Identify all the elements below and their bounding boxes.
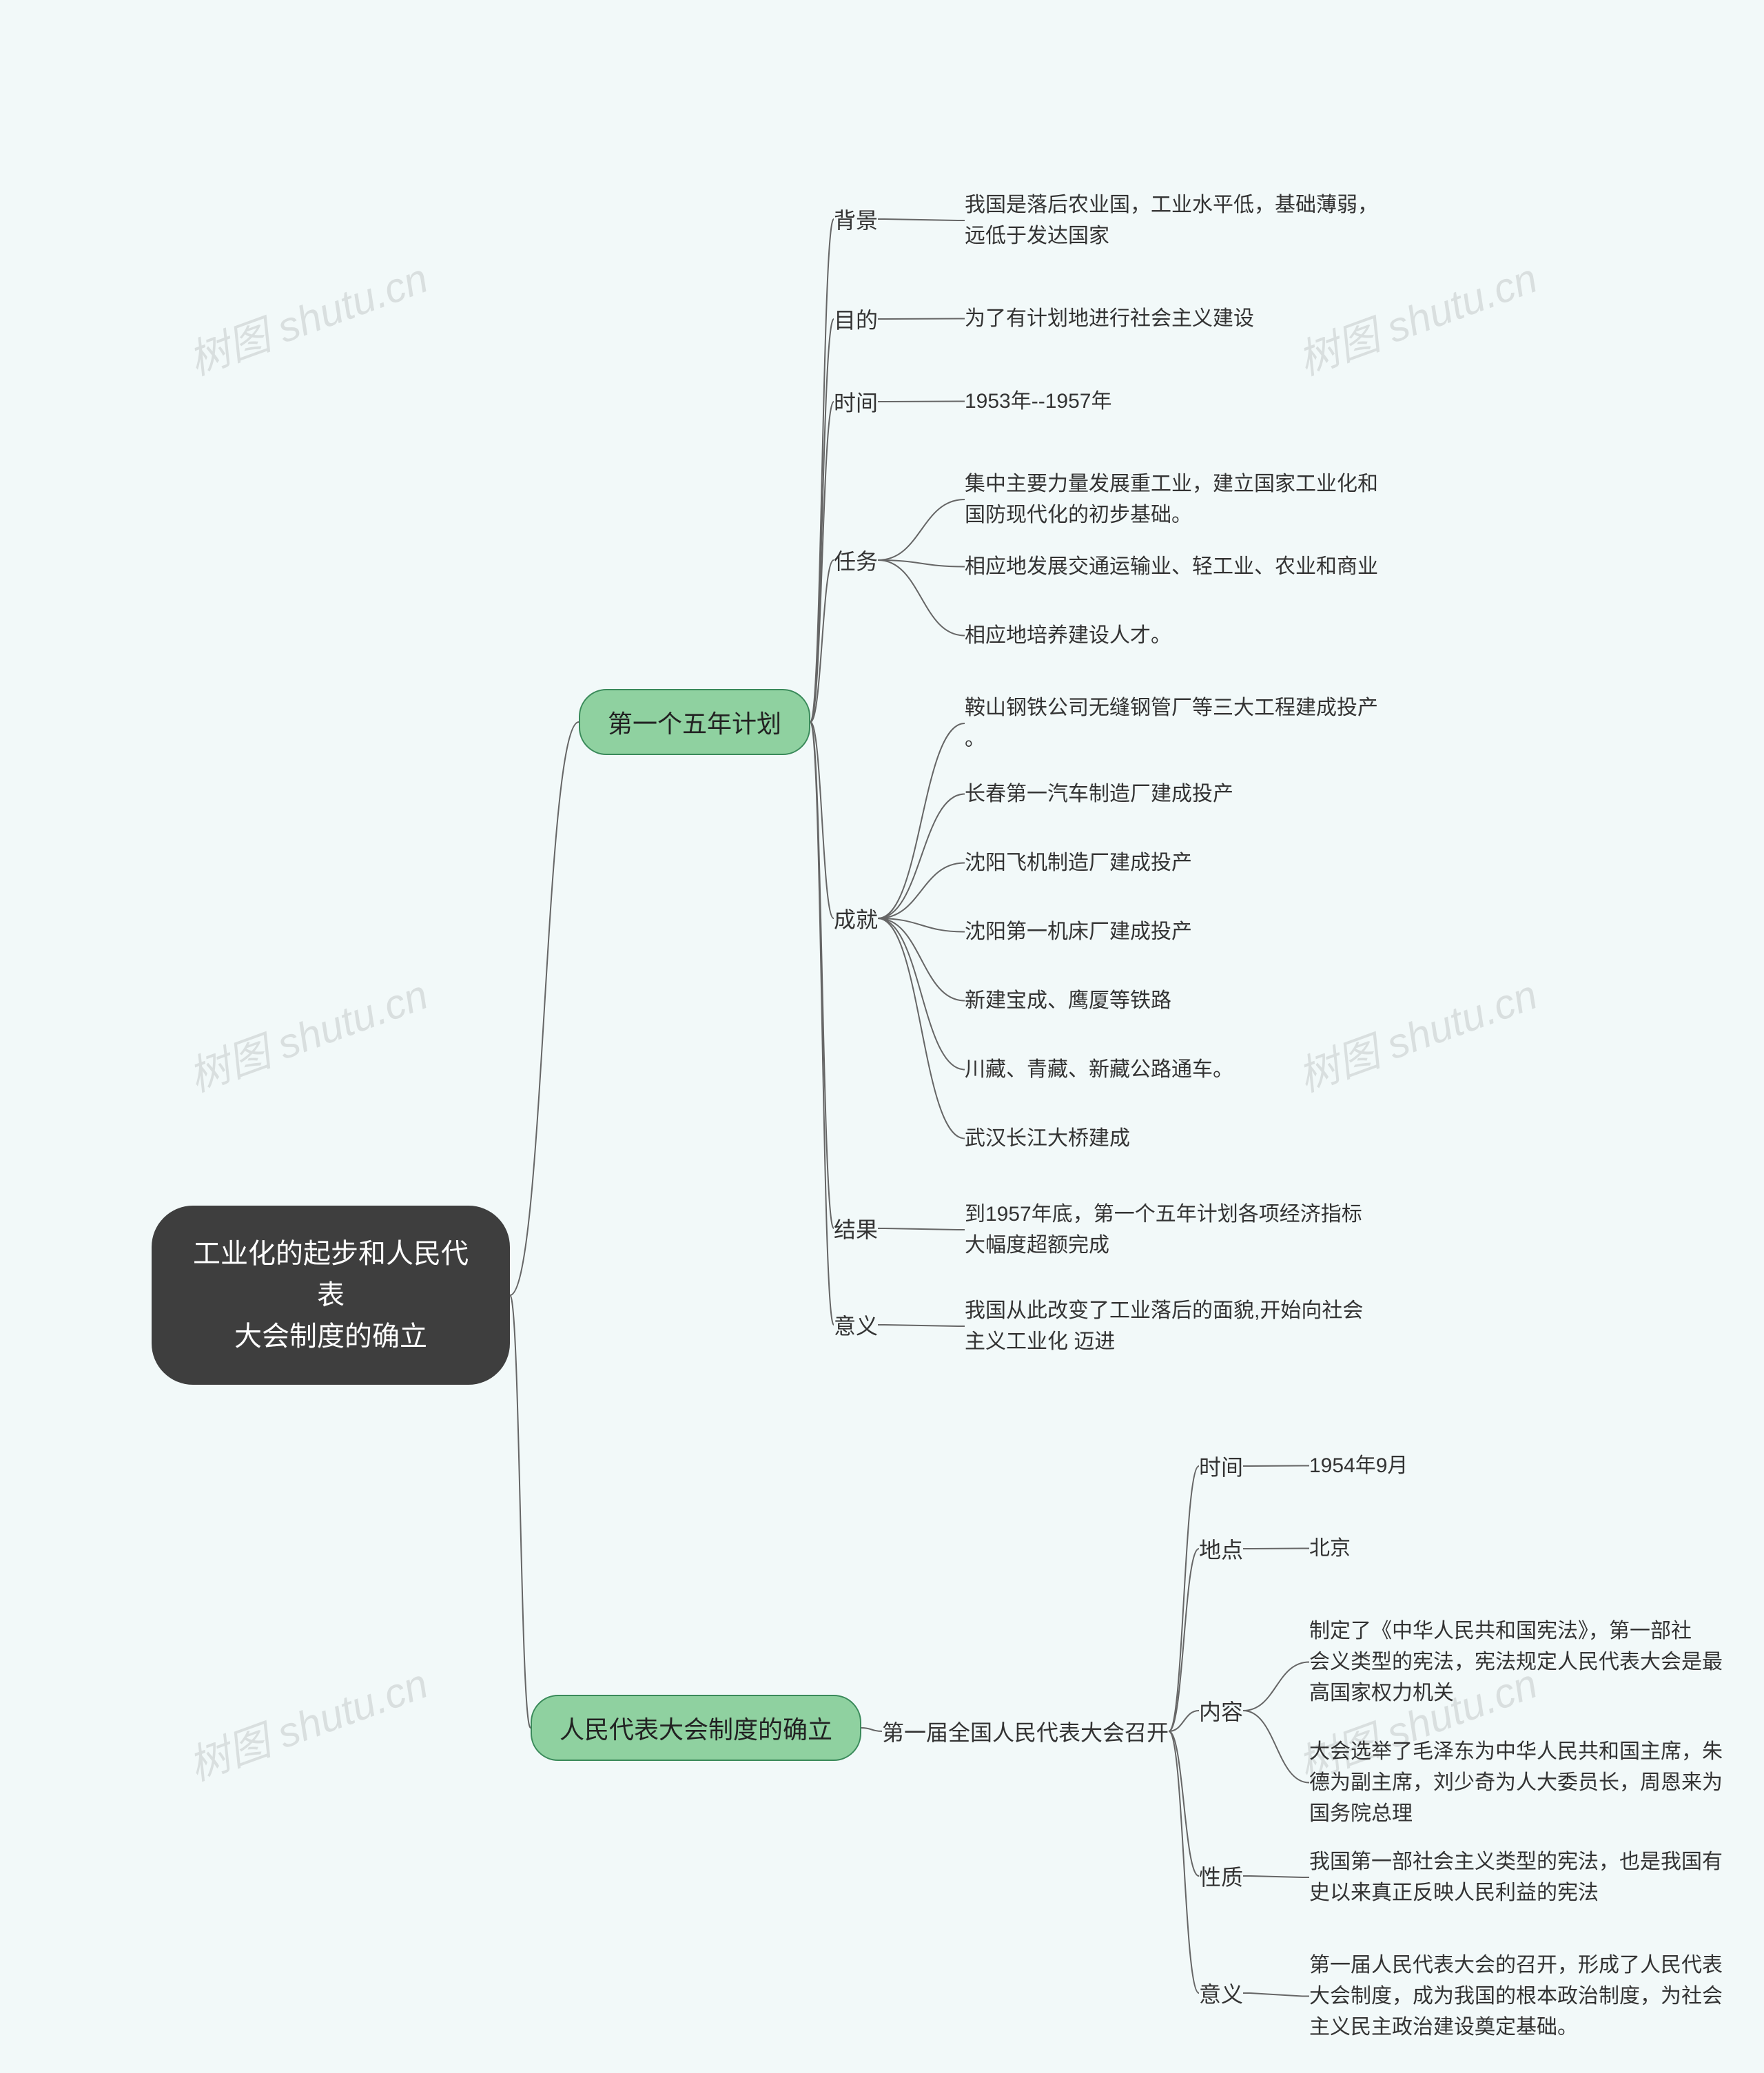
key-node[interactable]: 任务	[834, 544, 878, 576]
leaf-node-label: 1953年--1957年	[965, 390, 1111, 413]
leaf-node-label: 新建宝成、鹰厦等铁路	[965, 989, 1171, 1012]
watermark: 树图 shutu.cn	[1289, 245, 1544, 387]
key-node-label: 目的	[834, 308, 878, 333]
key-node[interactable]: 意义	[834, 1309, 878, 1341]
leaf-node[interactable]: 为了有计划地进行社会主义建设	[965, 303, 1254, 334]
leaf-node-label: 制定了《中华人民共和国宪法》，第一部社会义类型的宪法，宪法规定人民代表大会是最高…	[1309, 1620, 1723, 1704]
leaf-node[interactable]: 集中主要力量发展重工业，建立国家工业化和国防现代化的初步基础。	[965, 468, 1378, 530]
watermark: 树图 shutu.cn	[179, 962, 435, 1104]
leaf-node[interactable]: 我国是落后农业国，工业水平低，基础薄弱，远低于发达国家	[965, 189, 1378, 251]
leaf-node[interactable]: 鞍山钢铁公司无缝钢管厂等三大工程建成投产。	[965, 692, 1378, 754]
leaf-node-label: 我国是落后农业国，工业水平低，基础薄弱，远低于发达国家	[965, 194, 1378, 247]
leaf-node[interactable]: 武汉长江大桥建成	[965, 1123, 1130, 1154]
key-node[interactable]: 时间	[834, 386, 878, 417]
branch-b2[interactable]: 人民代表大会制度的确立	[531, 1695, 861, 1761]
leaf-node-label: 鞍山钢铁公司无缝钢管厂等三大工程建成投产。	[965, 697, 1378, 750]
key-node[interactable]: 成就	[834, 903, 878, 934]
key-node-label: 第一届全国人民代表大会召开	[882, 1720, 1169, 1745]
key-node-label: 任务	[834, 549, 878, 574]
watermark: 树图 shutu.cn	[179, 1651, 435, 1793]
key-node[interactable]: 性质	[1199, 1860, 1243, 1892]
leaf-node[interactable]: 我国第一部社会主义类型的宪法，也是我国有史以来真正反映人民利益的宪法	[1309, 1846, 1723, 1908]
key-node-label: 地点	[1199, 1538, 1243, 1563]
leaf-node[interactable]: 1954年9月	[1309, 1450, 1408, 1481]
watermark: 树图 shutu.cn	[1289, 962, 1544, 1104]
leaf-node-label: 川藏、青藏、新藏公路通车。	[965, 1058, 1233, 1081]
leaf-node[interactable]: 相应地培养建设人才。	[965, 620, 1171, 651]
leaf-node-label: 1954年9月	[1309, 1454, 1408, 1477]
leaf-node-label: 武汉长江大桥建成	[965, 1127, 1130, 1150]
root-node-label: 工业化的起步和人民代表大会制度的确立	[193, 1239, 469, 1352]
leaf-node-label: 长春第一汽车制造厂建成投产	[965, 783, 1233, 805]
key-node[interactable]: 目的	[834, 303, 878, 335]
leaf-node-label: 大会选举了毛泽东为中华人民共和国主席，朱德为副主席，刘少奇为人大委员长，周恩来为…	[1309, 1740, 1723, 1825]
leaf-node[interactable]: 到1957年底，第一个五年计划各项经济指标大幅度超额完成	[965, 1199, 1362, 1261]
key-node-label: 时间	[1199, 1455, 1243, 1480]
key-node[interactable]: 结果	[834, 1213, 878, 1244]
key-node-label: 意义	[834, 1314, 878, 1339]
leaf-node[interactable]: 相应地发展交通运输业、轻工业、农业和商业	[965, 551, 1378, 582]
leaf-node[interactable]: 长春第一汽车制造厂建成投产	[965, 778, 1233, 809]
leaf-node[interactable]: 沈阳飞机制造厂建成投产	[965, 847, 1192, 878]
leaf-node[interactable]: 新建宝成、鹰厦等铁路	[965, 985, 1171, 1016]
key-node[interactable]: 背景	[834, 203, 878, 235]
root-node[interactable]: 工业化的起步和人民代表大会制度的确立	[152, 1206, 510, 1385]
leaf-node-label: 相应地发展交通运输业、轻工业、农业和商业	[965, 555, 1378, 578]
watermark: 树图 shutu.cn	[179, 245, 435, 387]
branch-b1-label: 第一个五年计划	[608, 710, 781, 738]
leaf-node[interactable]: 北京	[1309, 1533, 1351, 1564]
key-node-label: 背景	[834, 208, 878, 233]
key-node-label: 时间	[834, 391, 878, 415]
leaf-node[interactable]: 大会选举了毛泽东为中华人民共和国主席，朱德为副主席，刘少奇为人大委员长，周恩来为…	[1309, 1736, 1723, 1829]
leaf-node-label: 沈阳飞机制造厂建成投产	[965, 852, 1192, 874]
leaf-node-label: 集中主要力量发展重工业，建立国家工业化和国防现代化的初步基础。	[965, 473, 1378, 526]
branch-b1[interactable]: 第一个五年计划	[579, 689, 810, 755]
leaf-node-label: 到1957年底，第一个五年计划各项经济指标大幅度超额完成	[965, 1203, 1362, 1257]
key-node-label: 内容	[1199, 1700, 1243, 1724]
key-node[interactable]: 内容	[1199, 1695, 1243, 1726]
branch-b2-label: 人民代表大会制度的确立	[560, 1715, 832, 1744]
key-node-label: 结果	[834, 1217, 878, 1242]
leaf-node-label: 相应地培养建设人才。	[965, 624, 1171, 647]
leaf-node-label: 第一届人民代表大会的召开，形成了人民代表大会制度，成为我国的根本政治制度，为社会…	[1309, 1954, 1723, 2039]
key-node-label: 成就	[834, 907, 878, 932]
leaf-node[interactable]: 沈阳第一机床厂建成投产	[965, 916, 1192, 947]
leaf-node-label: 北京	[1309, 1537, 1351, 1560]
leaf-node-label: 我国第一部社会主义类型的宪法，也是我国有史以来真正反映人民利益的宪法	[1309, 1850, 1723, 1904]
leaf-node[interactable]: 川藏、青藏、新藏公路通车。	[965, 1054, 1233, 1085]
key-node[interactable]: 地点	[1199, 1533, 1243, 1565]
key-node[interactable]: 第一届全国人民代表大会召开	[882, 1715, 1169, 1747]
leaf-node-label: 我国从此改变了工业落后的面貌,开始向社会主义工业化 迈进	[965, 1299, 1363, 1353]
key-node-label: 意义	[1199, 1982, 1243, 2007]
leaf-node-label: 沈阳第一机床厂建成投产	[965, 920, 1192, 943]
key-node[interactable]: 意义	[1199, 1977, 1243, 2009]
key-node-label: 性质	[1199, 1865, 1243, 1890]
leaf-node[interactable]: 制定了《中华人民共和国宪法》，第一部社会义类型的宪法，宪法规定人民代表大会是最高…	[1309, 1616, 1723, 1709]
leaf-node[interactable]: 1953年--1957年	[965, 386, 1111, 417]
key-node[interactable]: 时间	[1199, 1450, 1243, 1482]
leaf-node[interactable]: 第一届人民代表大会的召开，形成了人民代表大会制度，成为我国的根本政治制度，为社会…	[1309, 1950, 1723, 2043]
leaf-node-label: 为了有计划地进行社会主义建设	[965, 307, 1254, 330]
leaf-node[interactable]: 我国从此改变了工业落后的面貌,开始向社会主义工业化 迈进	[965, 1295, 1363, 1357]
